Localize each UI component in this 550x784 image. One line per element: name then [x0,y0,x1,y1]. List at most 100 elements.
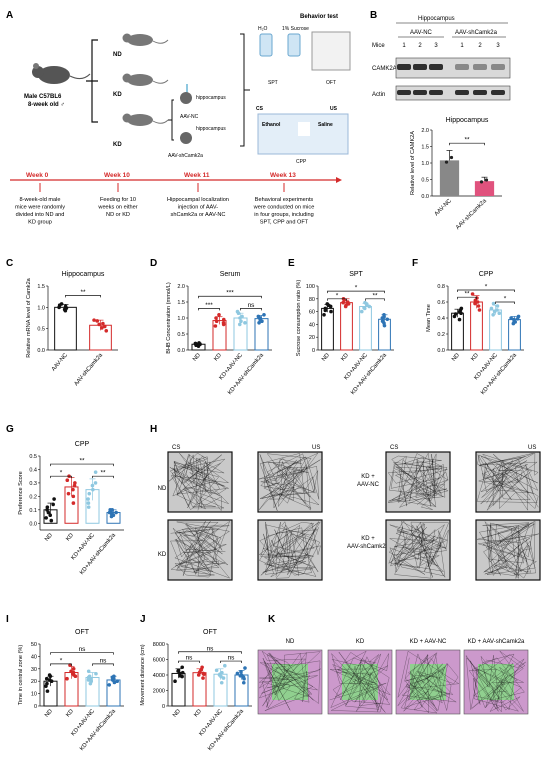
b-lane-number: 1 [402,43,406,49]
h-us-label-2: US [528,445,536,451]
data-point [173,679,177,683]
data-point [479,180,484,184]
a-kd-label-1: KD [113,92,122,98]
significance-label: ** [80,289,86,296]
y-tick-label: 6000 [153,658,165,664]
h-group-label: KD + [361,536,375,542]
data-point [47,678,52,682]
y-axis-label: BHB Concentration (mmol/L) [166,282,172,354]
data-point [110,678,115,682]
b-lane-number: 2 [478,43,482,49]
y-axis-label: Sucrose consumption ratio (%) [296,280,302,357]
significance-bracket [449,142,485,146]
panel-letter-j: J [140,614,146,625]
y-tick-label: 40 [309,322,315,328]
data-point [326,303,331,308]
h-group-label: ND [158,486,167,492]
y-axis-label: Time in central zone (%) [18,645,24,706]
y-tick-label: 0.8 [437,284,445,290]
data-point [176,669,180,673]
data-point [221,317,226,322]
significance-bracket [240,308,262,311]
data-point [44,516,48,520]
bar [54,306,77,351]
y-tick-label: 2.0 [177,284,185,290]
panel-letter-g: G [6,424,14,435]
significance-label: ** [464,137,470,144]
movement-track [476,452,539,511]
significance-label: ** [100,470,106,477]
y-tick-label: 0.5 [177,332,185,338]
y-tick-label: 1.0 [177,316,185,322]
category-label: KD [65,708,75,718]
category-label: ND [172,708,182,718]
data-point [453,312,458,316]
data-point [238,316,242,320]
data-point [49,518,54,523]
movement-track [258,452,321,511]
panel-letter-b: B [370,10,377,21]
data-point [198,670,202,674]
panel-letter-k: K [268,614,276,625]
data-point [71,501,76,505]
mouse-icon [32,63,91,84]
actin-band [473,90,487,95]
a-cs: CS [256,106,264,112]
camk2a-band [491,64,505,70]
data-point [88,676,93,681]
h-group-label: KD + [361,474,375,480]
bar [171,672,186,707]
significance-label: * [336,292,339,299]
significance-bracket [50,463,114,467]
b-aav-sh: AAV-shCamk2a [455,30,498,36]
chart-title: Hippocampus [446,117,489,124]
movement-track [168,452,229,512]
data-point [93,481,98,485]
y-tick-label: 80 [309,297,315,303]
camk2a-band [413,64,427,70]
significance-label: ns [186,655,194,662]
y-tick-label: 1.0 [37,305,45,311]
h-cs-label-2: CS [390,445,398,451]
timeline-week-desc: KD group [28,220,52,226]
category-label: ND [44,532,54,542]
significance-bracket [327,290,385,294]
timeline-week-desc: 8-week-old male [19,197,60,203]
data-point [235,309,240,314]
chart-title: SPT [349,271,363,278]
significance-bracket [198,308,220,311]
b-aav-nc: AAV-NC [410,30,433,36]
h-us-label: US [312,445,320,451]
data-point [217,313,221,317]
a-saline: Saline [318,122,333,128]
data-point [46,510,51,515]
panel-letter-i: I [6,614,9,625]
significance-label: * [355,285,358,292]
significance-label: ** [464,291,470,298]
significance-label: *** [205,302,213,309]
data-point [73,674,78,679]
data-point [52,497,56,501]
b-lane-number: 1 [460,43,464,49]
data-point [449,155,454,160]
actin-band [413,90,427,95]
data-point [202,672,206,677]
actin-band [491,90,505,95]
significance-bracket [457,296,477,300]
data-point [45,681,49,686]
chart-title: Serum [220,271,241,278]
data-point [363,300,367,305]
y-tick-label: 0 [162,704,165,710]
significance-bracket [50,652,114,655]
timeline-week-desc: in four groups, including [254,212,313,218]
data-point [495,304,500,308]
data-point [214,316,218,320]
data-point [380,319,385,324]
movement-track [476,520,539,579]
data-point [115,679,120,683]
panel-a: Male C57BL6 8-week old ♂ ND KD KD hippoc… [10,14,351,226]
k-group-label: KD + AAV-shCamk2a [468,639,525,645]
data-point [44,676,49,681]
movement-track [329,650,391,713]
data-point [238,673,243,678]
